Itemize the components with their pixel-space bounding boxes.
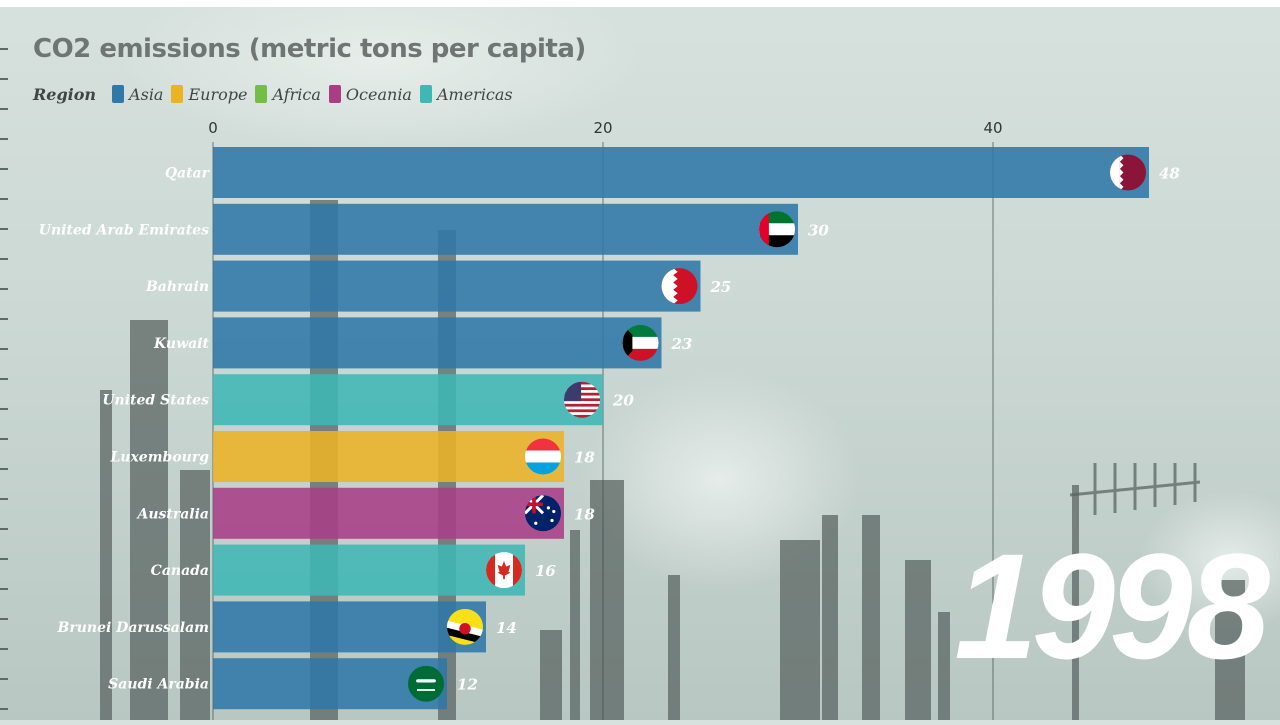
value-label-australia: 18	[574, 505, 595, 523]
bar-qatar	[213, 147, 1149, 198]
legend-swatch-oceania	[328, 85, 341, 103]
legend-swatch-asia	[112, 85, 125, 103]
legend-label-africa: Africa	[272, 84, 321, 104]
bar-united-arab-emirates	[213, 203, 798, 255]
bar-kuwait	[213, 317, 662, 369]
value-label-kuwait: 23	[671, 335, 693, 353]
legend-label-americas: Americas	[436, 84, 513, 104]
category-label-canada: Canada	[151, 563, 209, 579]
category-label-bahrain: Bahrain	[145, 279, 209, 295]
usa-flag-icon	[564, 381, 600, 418]
legend-label-oceania: Oceania	[345, 84, 412, 104]
legend-swatch-americas	[419, 85, 432, 103]
saudi-flag-icon	[408, 665, 444, 702]
category-label-kuwait: Kuwait	[153, 336, 209, 352]
category-label-australia: Australia	[135, 506, 209, 522]
bar-australia	[213, 487, 564, 539]
legend-label-europe: Europe	[188, 84, 248, 104]
category-label-brunei-darussalam: Brunei Darussalam	[57, 620, 209, 636]
chart-title: CO2 emissions (metric tons per capita)	[33, 34, 586, 64]
legend-item-americas: Americas	[419, 84, 513, 104]
value-label-saudi-arabia: 12	[457, 676, 478, 694]
australia-flag-icon	[525, 495, 561, 532]
bar-brunei-darussalam	[213, 601, 486, 653]
legend-item-africa: Africa	[255, 84, 321, 104]
left-edge-ticks	[0, 20, 8, 720]
value-label-canada: 16	[535, 562, 556, 580]
brunei-flag-icon	[447, 608, 483, 645]
category-label-united-arab-emirates: United Arab Emirates	[39, 222, 209, 238]
bahrain-flag-icon	[661, 268, 698, 305]
legend-swatch-europe	[171, 85, 184, 103]
uae-flag-icon	[759, 211, 795, 248]
value-label-bahrain: 25	[710, 278, 732, 296]
category-label-united-states: United States	[102, 393, 209, 409]
legend-swatch-africa	[255, 85, 268, 103]
value-label-qatar: 48	[1159, 165, 1180, 183]
legend-item-asia: Asia	[112, 85, 163, 104]
value-label-united-states: 20	[612, 392, 634, 410]
bar-canada	[213, 544, 525, 596]
luxembourg-flag-icon	[525, 438, 561, 475]
x-tick-label-0: 0	[208, 119, 218, 137]
year-label: 1998	[954, 522, 1270, 690]
x-tick-label-20: 20	[593, 119, 612, 137]
legend-title: Region	[33, 84, 97, 104]
kuwait-flag-icon	[622, 324, 659, 361]
value-label-united-arab-emirates: 30	[808, 221, 829, 239]
value-label-brunei-darussalam: 14	[496, 619, 517, 637]
category-label-luxembourg: Luxembourg	[109, 450, 209, 466]
canada-flag-icon	[486, 552, 522, 589]
legend-item-europe: Europe	[171, 85, 247, 104]
category-label-saudi-arabia: Saudi Arabia	[108, 677, 209, 693]
category-label-qatar: Qatar	[165, 166, 211, 182]
x-tick-label-40: 40	[983, 119, 1002, 137]
region-legend: Region Asia Europe Africa Oceania Americ…	[33, 82, 521, 106]
value-label-luxembourg: 18	[574, 449, 595, 467]
top-border-strip	[0, 0, 1280, 7]
bar-bahrain	[213, 260, 701, 312]
bar-united-states	[213, 374, 603, 426]
bar-luxembourg	[213, 431, 564, 482]
legend-item-oceania: Oceania	[328, 84, 412, 104]
legend-label-asia: Asia	[129, 84, 164, 104]
qatar-flag-icon	[1110, 154, 1146, 191]
